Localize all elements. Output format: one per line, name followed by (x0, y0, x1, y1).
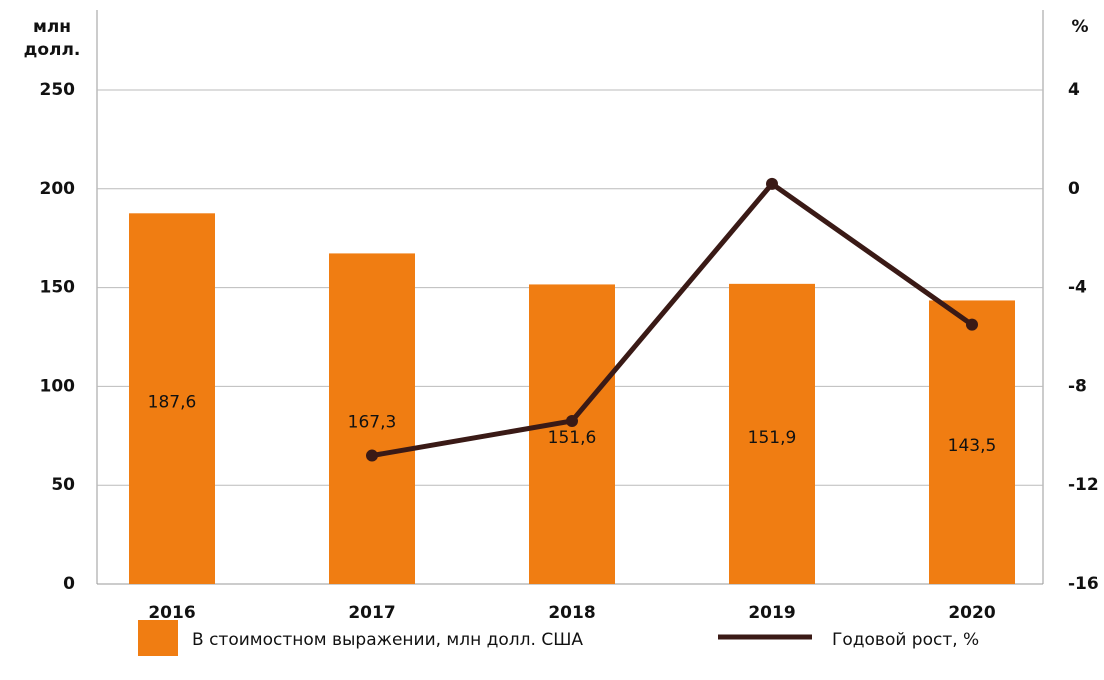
legend-label: В стоимостном выражении, млн долл. США (192, 630, 583, 650)
data-label: 167,3 (348, 413, 397, 433)
bar (129, 213, 215, 584)
y2-tick-label: -12 (1068, 475, 1099, 495)
y-axis-title: млн (33, 17, 71, 37)
y-tick-label: 150 (40, 278, 76, 298)
x-tick-label: 2017 (348, 603, 395, 623)
x-tick-label: 2020 (948, 603, 995, 623)
bar (929, 300, 1015, 584)
y-tick-label: 200 (40, 179, 76, 199)
y-axis-title: долл. (24, 40, 81, 60)
y2-tick-label: -4 (1068, 278, 1087, 298)
y-tick-label: 50 (51, 475, 75, 495)
y2-tick-label: 0 (1068, 179, 1080, 199)
legend-label: Годовой рост, % (832, 630, 979, 650)
y-tick-label: 100 (40, 376, 76, 396)
y2-tick-label: -8 (1068, 376, 1087, 396)
x-tick-label: 2019 (748, 603, 795, 623)
line-point (366, 449, 378, 462)
y2-axis-title: % (1071, 17, 1088, 37)
bar (329, 253, 415, 584)
x-tick-label: 2018 (548, 603, 595, 623)
line-point (966, 318, 978, 331)
line-point (766, 177, 778, 190)
data-label: 187,6 (148, 393, 197, 413)
y2-tick-label: -16 (1068, 574, 1099, 594)
line (371, 180, 974, 459)
legend-swatch (138, 620, 178, 656)
data-label: 151,6 (548, 428, 597, 448)
data-label: 151,9 (748, 428, 797, 448)
data-label: 143,5 (948, 436, 997, 456)
bar (529, 284, 615, 584)
y2-tick-label: 4 (1068, 80, 1080, 100)
x-tick-label: 2016 (148, 603, 195, 623)
y-tick-label: 250 (40, 80, 76, 100)
y-tick-label: 0 (63, 574, 75, 594)
bar (729, 283, 815, 584)
line-point (566, 414, 578, 427)
